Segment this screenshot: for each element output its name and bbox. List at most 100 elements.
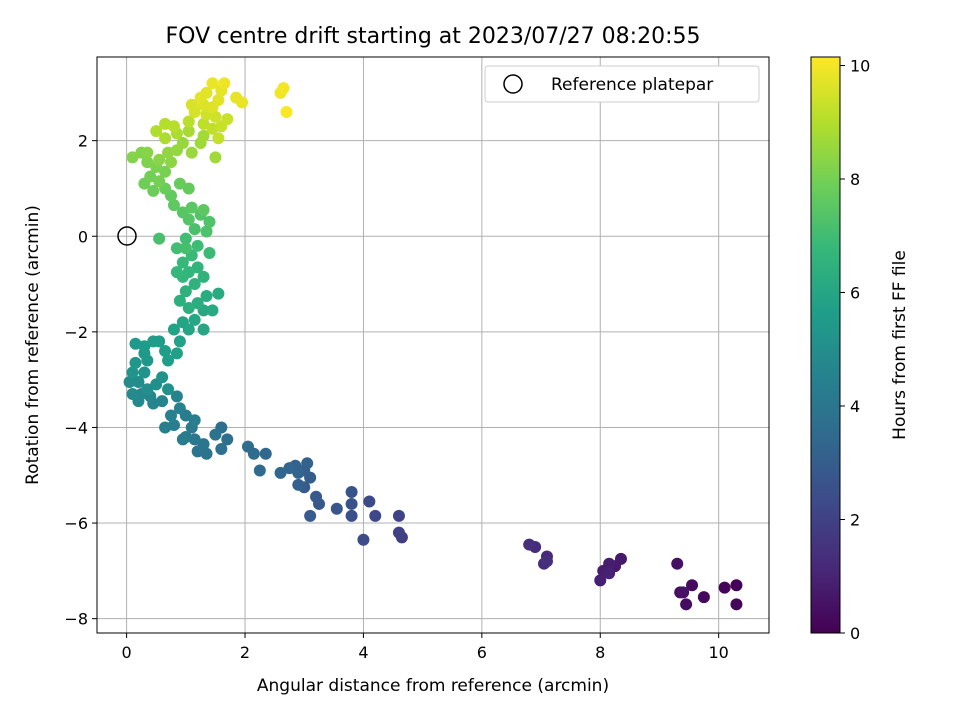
data-point <box>206 77 219 90</box>
data-point <box>138 340 151 353</box>
data-point <box>123 376 136 389</box>
data-point <box>188 414 201 427</box>
data-point <box>194 91 207 104</box>
data-point <box>162 354 175 367</box>
data-point <box>221 433 234 446</box>
data-point <box>165 409 178 422</box>
data-point <box>126 387 139 400</box>
data-point <box>188 313 201 326</box>
data-point <box>173 177 186 190</box>
x-tick-label: 0 <box>122 643 132 662</box>
data-point <box>292 466 305 479</box>
data-point <box>144 170 157 183</box>
data-point <box>159 132 172 145</box>
data-point <box>156 371 169 384</box>
data-point <box>540 555 553 568</box>
data-point <box>153 232 166 245</box>
data-point <box>179 242 192 255</box>
y-tick-label: 2 <box>78 132 88 151</box>
data-point <box>301 457 314 470</box>
data-point <box>170 266 183 279</box>
data-point <box>191 297 204 310</box>
data-point <box>330 502 343 515</box>
data-point <box>129 356 142 369</box>
data-point <box>159 421 172 434</box>
data-point <box>203 246 216 259</box>
data-point <box>170 390 183 403</box>
x-tick-label: 4 <box>358 643 368 662</box>
data-point <box>141 146 154 159</box>
data-point <box>241 440 254 453</box>
data-point <box>345 497 358 510</box>
legend-marker-icon <box>503 74 523 94</box>
data-point <box>191 239 204 252</box>
data-point <box>212 287 225 300</box>
data-point <box>274 466 287 479</box>
data-point <box>594 574 607 587</box>
data-point <box>686 579 699 592</box>
data-point <box>200 225 213 238</box>
colorbar-tick-label: 10 <box>850 57 870 76</box>
x-tick-label: 10 <box>708 643 728 662</box>
data-point <box>173 402 186 415</box>
data-point <box>209 428 222 441</box>
y-tick-label: −8 <box>64 610 88 629</box>
data-point <box>153 335 166 348</box>
colorbar-tick-label: 8 <box>850 170 860 189</box>
data-point <box>138 366 151 379</box>
data-point <box>176 137 189 150</box>
data-point <box>126 151 139 164</box>
data-point <box>132 376 145 389</box>
x-axis: 0 2 4 6 8 10 <box>122 633 729 662</box>
data-point <box>603 567 616 580</box>
colorbar-tick-label: 2 <box>850 511 860 530</box>
data-point <box>167 323 180 336</box>
colorbar-tick-label: 6 <box>850 284 860 303</box>
data-point <box>677 586 690 599</box>
data-point <box>236 96 249 109</box>
data-point <box>167 199 180 212</box>
data-point <box>680 598 693 611</box>
x-tick-label: 6 <box>477 643 487 662</box>
data-point <box>182 125 195 138</box>
data-point <box>392 509 405 522</box>
data-point <box>188 278 201 291</box>
data-point <box>176 256 189 269</box>
data-point <box>173 335 186 348</box>
data-point <box>259 447 272 460</box>
data-point <box>718 581 731 594</box>
data-points <box>123 77 743 611</box>
data-point <box>165 156 178 169</box>
data-point <box>182 323 195 336</box>
data-point <box>218 77 231 90</box>
x-tick-label: 8 <box>595 643 605 662</box>
data-point <box>212 94 225 107</box>
y-tick-label: −4 <box>64 418 88 437</box>
data-point <box>191 445 204 458</box>
data-point <box>369 509 382 522</box>
y-axis-label: Rotation from reference (arcmin) <box>23 205 43 485</box>
y-tick-label: −2 <box>64 323 88 342</box>
data-point <box>292 478 305 491</box>
data-point <box>191 261 204 274</box>
data-point <box>197 270 210 283</box>
reference-marker <box>117 226 137 246</box>
legend: Reference platepar <box>484 65 760 103</box>
data-point <box>185 201 198 214</box>
data-point <box>170 242 183 255</box>
data-point <box>176 433 189 446</box>
data-point <box>188 223 201 236</box>
x-axis-label: Angular distance from reference (arcmin) <box>257 676 609 696</box>
x-tick-label: 2 <box>240 643 250 662</box>
plot-background <box>97 57 769 633</box>
data-point <box>363 495 376 508</box>
colorbar: 0 2 4 6 8 10 Hours from first FF file <box>810 56 910 643</box>
data-point <box>197 323 210 336</box>
y-axis: −8 −6 −4 −2 0 2 <box>64 132 97 629</box>
data-point <box>185 98 198 111</box>
data-point <box>179 232 192 245</box>
data-point <box>283 462 296 475</box>
data-point <box>153 175 166 188</box>
chart-title: FOV centre drift starting at 2023/07/27 … <box>166 24 701 49</box>
